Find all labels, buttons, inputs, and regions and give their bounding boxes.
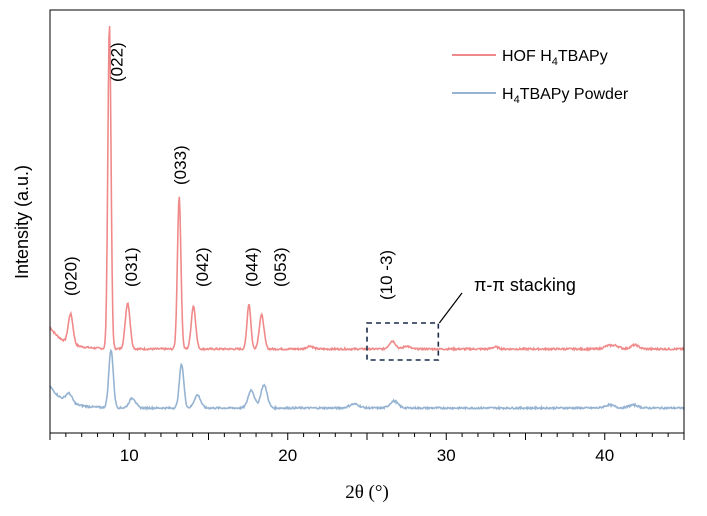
stacking-box xyxy=(366,322,440,361)
legend: HOF H4TBAPy H4TBAPy Powder xyxy=(452,48,629,106)
legend-label: HOF H4TBAPy xyxy=(502,48,608,68)
x-tick-label: 10 xyxy=(120,446,139,465)
x-tick-label: 30 xyxy=(437,446,456,465)
peak-label: (020) xyxy=(62,256,81,296)
stacking-label: π-π stacking xyxy=(474,275,576,295)
peak-label: (033) xyxy=(171,145,190,185)
peak-label: (042) xyxy=(193,247,212,287)
x-tick-label: 40 xyxy=(595,446,614,465)
legend-label: H4TBAPy Powder xyxy=(502,86,629,106)
peak-label: (10 -3) xyxy=(377,250,396,300)
annotations: (020) (022) (031) (033) (042) (044) (053) (10 -… xyxy=(62,42,576,361)
series-line-powder xyxy=(49,348,685,411)
x-axis-label: 2θ (°) xyxy=(345,482,389,503)
series-line-hof xyxy=(49,25,685,352)
plot-area xyxy=(49,25,685,411)
peak-label: (022) xyxy=(108,42,127,82)
axes: Intensity (a.u.) 2θ (°) 10 20 30 40 xyxy=(12,9,685,503)
peak-label: (031) xyxy=(122,247,141,287)
peak-label: (044) xyxy=(242,247,261,287)
peak-label: (053) xyxy=(271,247,290,287)
x-tick-label: 20 xyxy=(278,446,297,465)
y-axis-label: Intensity (a.u.) xyxy=(12,165,32,279)
plot-frame xyxy=(49,9,685,434)
stacking-callout-line xyxy=(438,292,463,324)
